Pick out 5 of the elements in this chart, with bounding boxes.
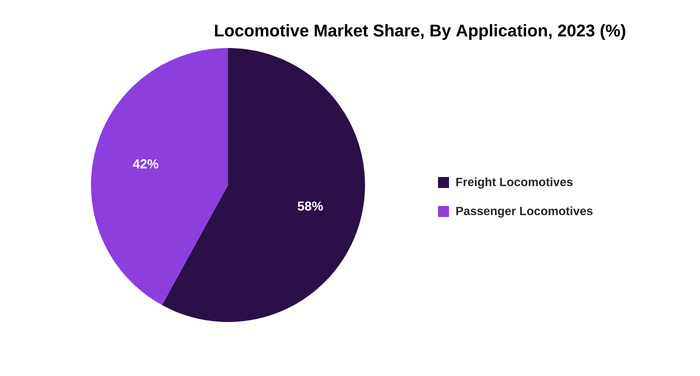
legend-label: Freight Locomotives [456, 177, 573, 189]
legend-label: Passenger Locomotives [456, 206, 593, 218]
data-label: 58% [298, 202, 323, 211]
data-label: 42% [132, 159, 158, 168]
chart-title: Locomotive Market Share, By Application, 2023 (%) [215, 24, 626, 40]
